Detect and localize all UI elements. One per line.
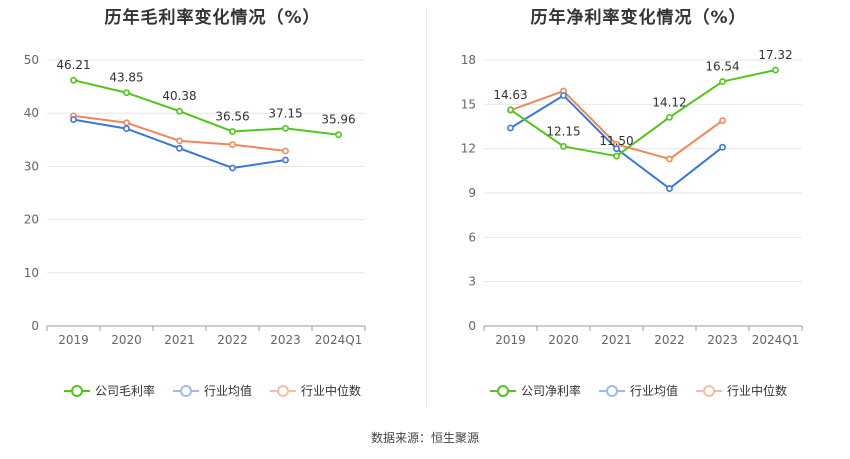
y-tick-label: 12 (461, 142, 476, 156)
industry-average-series-point (229, 164, 236, 172)
data-label: 14.12 (652, 95, 686, 109)
company-series-point (666, 113, 673, 121)
y-tick-label: 3 (468, 275, 476, 289)
legend-marker-average (172, 384, 199, 398)
legend-item-industry-median[interactable]: 行业中位数 (696, 382, 787, 399)
company-series-line (73, 79, 339, 136)
x-tick-label: 2020 (111, 333, 142, 347)
industry-average-series-point (719, 143, 726, 151)
legend-item-industry-average[interactable]: 行业均值 (172, 382, 252, 399)
legend-marker-median (270, 384, 296, 398)
data-label: 40.38 (162, 89, 196, 103)
data-source-note: 数据来源：恒生聚源 (370, 431, 479, 445)
legend-label-industry-average: 行业均值 (629, 384, 678, 398)
x-tick-label: 2022 (217, 333, 248, 347)
industry-average-series-point (666, 185, 673, 192)
gross-margin-chart: 0 10 20 30 40 50 2019 2020 2021 2022 2023 2024Q1 46.… (24, 53, 366, 347)
company-series-point (123, 89, 130, 97)
x-tick-label: 2022 (654, 333, 685, 347)
legend-label-company-net-margin: 公司净利率 (520, 384, 581, 398)
industry-average-series-point (507, 124, 514, 132)
x-tick-label: 2023 (270, 333, 301, 347)
company-series-point (176, 107, 183, 115)
x-tick-label: 2021 (601, 333, 632, 347)
data-label: 11.50 (599, 134, 633, 148)
industry-average-series-point (176, 144, 183, 152)
industry-median-series-point (229, 141, 236, 148)
y-tick-label: 20 (24, 213, 39, 227)
x-tick-label: 2023 (707, 333, 738, 347)
x-tick-label: 2019 (58, 333, 89, 347)
legend-label-industry-median: 行业中位数 (727, 384, 788, 398)
company-series-point (282, 124, 289, 132)
industry-median-series-point (123, 119, 130, 127)
gross-margin-chart-title: 历年毛利率变化情况（%） (104, 8, 321, 28)
legend-item-company-gross-margin[interactable]: 公司毛利率 (63, 382, 155, 399)
legend-item-company-net-margin[interactable]: 公司净利率 (489, 382, 581, 399)
company-series-point (70, 76, 77, 84)
legend-marker-company (63, 384, 90, 398)
legend-item-industry-median[interactable]: 行业中位数 (270, 382, 361, 399)
y-tick-label: 9 (468, 186, 476, 200)
industry-average-series-point (613, 145, 620, 153)
industry-average-series-point (123, 125, 130, 133)
data-label: 35.96 (321, 113, 355, 127)
net-margin-legend: 公司净利率 行业均值 行业中位数 (427, 382, 850, 399)
y-tick-label: 6 (468, 230, 476, 244)
y-tick-label: 18 (461, 53, 476, 67)
company-series-point (229, 128, 236, 135)
company-series-point (335, 131, 342, 139)
legend-label-industry-average: 行业均值 (203, 384, 252, 398)
net-margin-chart-title: 历年净利率变化情况（%） (530, 8, 747, 28)
legend-marker-company (489, 384, 516, 398)
industry-average-series-point (560, 92, 567, 99)
x-tick-label: 2020 (548, 333, 579, 347)
data-label: 17.32 (758, 48, 792, 62)
legend-marker-median (696, 384, 722, 398)
gross-margin-legend: 公司毛利率 行业均值 行业中位数 (0, 382, 425, 399)
net-margin-chart-panel: 历年净利率变化情况（%） 0 3 6 9 12 15 18 2019 2020 2021 2022 2… (427, 0, 850, 410)
company-series-point (613, 152, 620, 160)
company-series-point (560, 143, 567, 150)
x-tick-label: 2021 (164, 333, 195, 347)
data-label: 46.21 (56, 58, 90, 72)
company-series-point (772, 66, 779, 74)
industry-median-series-point (719, 117, 726, 124)
company-series-point (507, 106, 514, 114)
legend-label-industry-median: 行业中位数 (301, 384, 362, 398)
y-tick-label: 15 (461, 97, 476, 111)
data-label: 36.56 (215, 110, 249, 124)
data-label: 16.54 (705, 60, 739, 74)
industry-median-series-point (666, 155, 673, 163)
y-tick-label: 10 (24, 266, 39, 280)
net-margin-chart: 0 3 6 9 12 15 18 2019 2020 2021 2022 2023 2024Q1 14.6… (461, 48, 803, 347)
company-series-point (719, 78, 726, 85)
data-label: 43.85 (109, 71, 143, 85)
legend-label-company-gross-margin: 公司毛利率 (94, 384, 155, 398)
x-tick-label: 2024Q1 (315, 333, 363, 347)
x-tick-label: 2024Q1 (752, 333, 800, 347)
industry-average-series-point (282, 156, 289, 164)
industry-median-series-point (176, 137, 183, 145)
industry-average-series-point (70, 116, 77, 123)
data-label: 12.15 (546, 124, 580, 138)
legend-marker-average (598, 384, 625, 398)
y-tick-label: 0 (468, 319, 476, 333)
panel-divider (426, 8, 427, 408)
company-series-line (509, 69, 776, 158)
y-tick-label: 40 (24, 106, 39, 120)
data-label: 37.15 (268, 106, 302, 120)
gross-margin-chart-panel: 历年毛利率变化情况（%） 0 10 20 30 40 50 2019 2020 2021 2022… (0, 0, 425, 410)
y-tick-label: 0 (31, 319, 39, 333)
x-tick-label: 2019 (495, 333, 526, 347)
y-tick-label: 30 (24, 159, 39, 173)
industry-median-series-point (282, 147, 289, 155)
data-label: 14.63 (493, 88, 527, 102)
legend-item-industry-average[interactable]: 行业均值 (598, 382, 678, 399)
y-tick-label: 50 (24, 53, 39, 67)
